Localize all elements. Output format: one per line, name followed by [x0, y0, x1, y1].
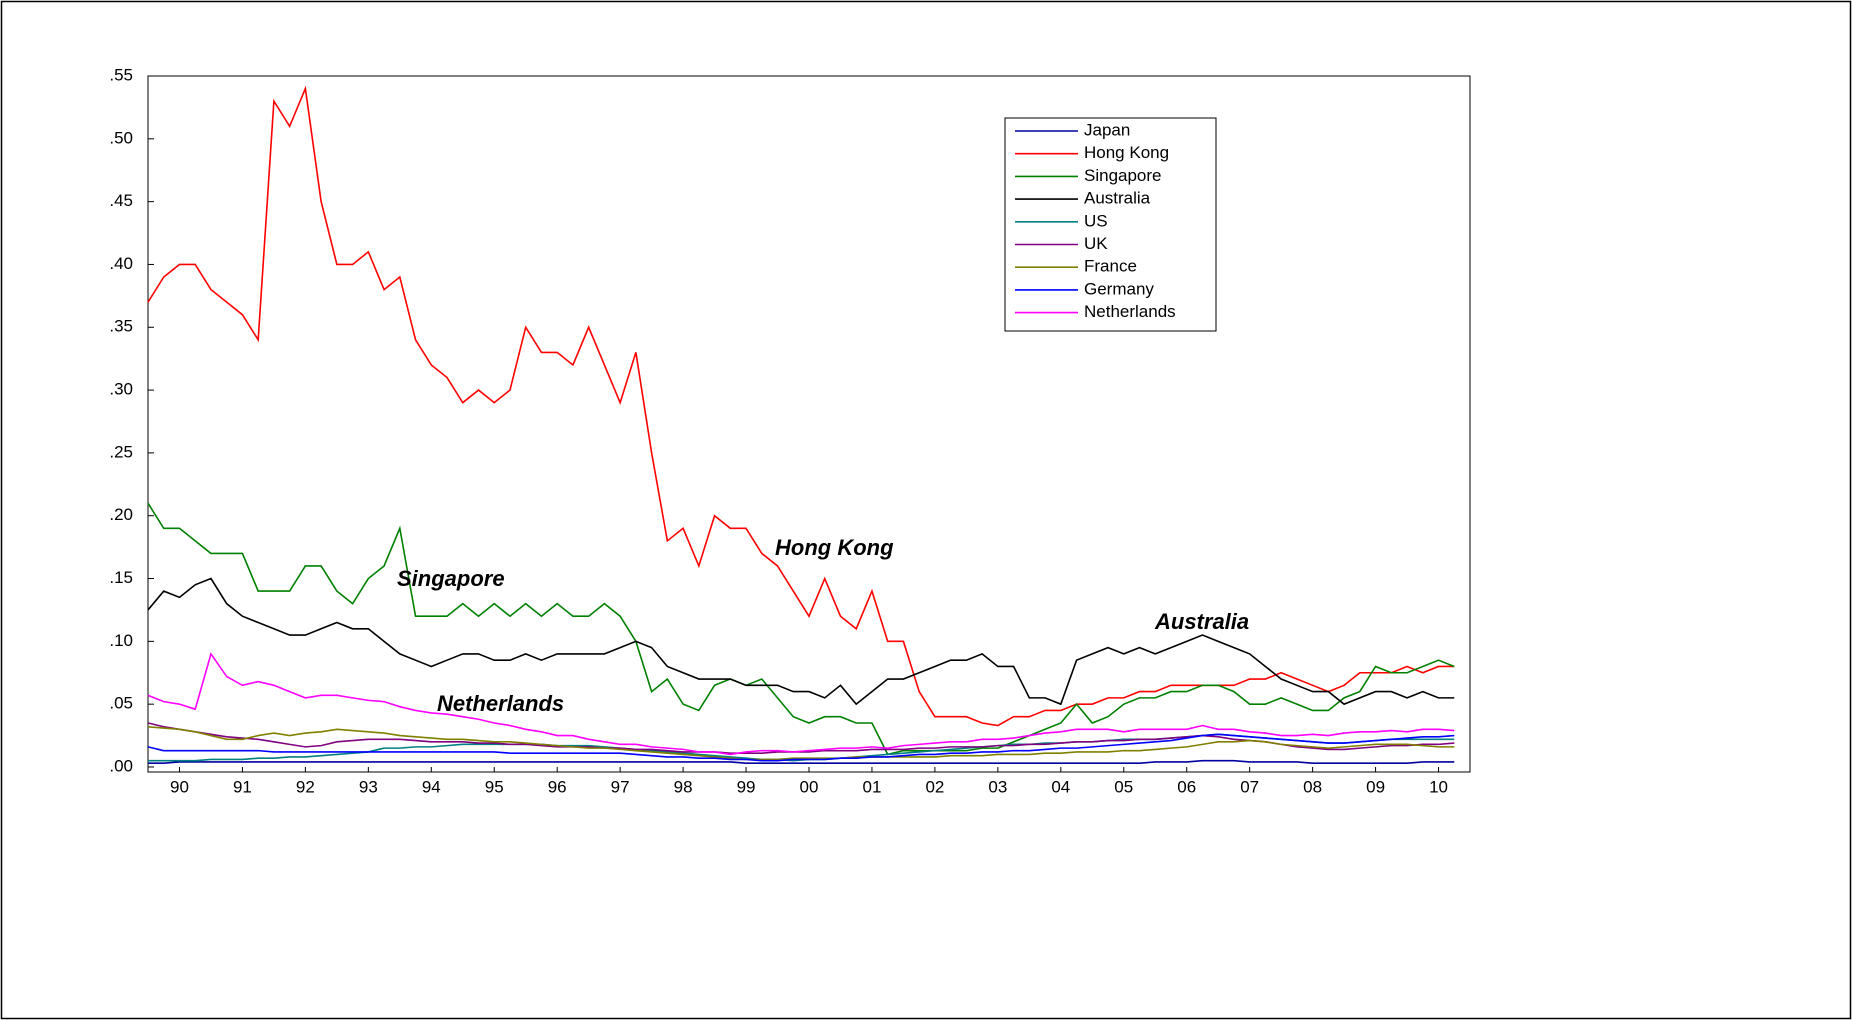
legend-label: Australia — [1084, 189, 1151, 208]
annotation: Netherlands — [437, 691, 564, 716]
annotation: Australia — [1154, 609, 1249, 634]
x-tick-label: 01 — [862, 777, 881, 796]
x-tick-label: 04 — [1051, 777, 1070, 796]
legend-label: Japan — [1084, 120, 1130, 139]
x-tick-label: 08 — [1303, 777, 1322, 796]
x-tick-label: 96 — [548, 777, 567, 796]
x-tick-label: 98 — [674, 777, 693, 796]
x-tick-label: 05 — [1114, 777, 1133, 796]
legend-label: Singapore — [1084, 166, 1162, 185]
series-line — [147, 725, 1455, 761]
y-tick-label: .30 — [109, 380, 133, 399]
x-tick-label: 92 — [296, 777, 315, 796]
x-tick-label: 94 — [422, 777, 441, 796]
y-tick-label: .10 — [109, 631, 133, 650]
x-tick-label: 07 — [1240, 777, 1259, 796]
x-tick-label: 91 — [233, 777, 252, 796]
x-tick-label: 02 — [925, 777, 944, 796]
series-line — [148, 759, 1455, 765]
x-tick-label: 10 — [1429, 777, 1448, 796]
y-tick-label: .20 — [109, 505, 133, 524]
x-tick-label: 95 — [485, 777, 504, 796]
y-tick-label: .35 — [109, 317, 133, 336]
series-line — [147, 652, 1455, 756]
y-tick-label: .50 — [109, 128, 133, 147]
series-line — [147, 502, 1455, 756]
x-tick-label: 09 — [1366, 777, 1385, 796]
x-tick-label: 97 — [611, 777, 630, 796]
y-tick-label: .25 — [109, 442, 133, 461]
x-tick-label: 99 — [737, 777, 756, 796]
x-tick-label: 00 — [800, 777, 819, 796]
x-tick-label: 06 — [1177, 777, 1196, 796]
legend-label: US — [1084, 211, 1108, 230]
y-tick-label: .55 — [109, 65, 133, 84]
y-tick-label: .15 — [109, 568, 133, 587]
series-line — [147, 85, 1455, 727]
y-tick-label: .00 — [109, 756, 133, 775]
y-tick-label: .05 — [109, 694, 133, 713]
legend-label: Hong Kong — [1084, 143, 1169, 162]
series-line — [147, 577, 1455, 706]
annotation: Singapore — [397, 566, 505, 591]
legend-label: Netherlands — [1084, 302, 1176, 321]
x-tick-label: 93 — [359, 777, 378, 796]
legend-label: UK — [1084, 234, 1108, 253]
legend-label: France — [1084, 257, 1137, 276]
x-tick-label: 03 — [988, 777, 1007, 796]
annotation: Hong Kong — [775, 535, 894, 560]
series-line — [147, 733, 1455, 762]
y-tick-label: .40 — [109, 254, 133, 273]
y-tick-label: .45 — [109, 191, 133, 210]
legend-label: Germany — [1084, 279, 1154, 298]
x-tick-label: 90 — [170, 777, 189, 796]
